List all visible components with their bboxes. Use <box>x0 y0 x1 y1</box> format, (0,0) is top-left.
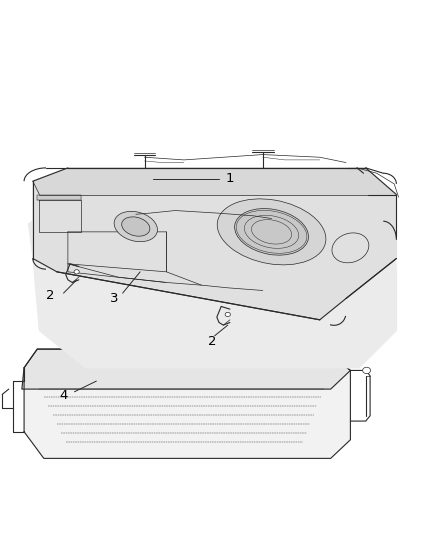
Ellipse shape <box>225 312 230 317</box>
Text: 4: 4 <box>59 389 68 402</box>
Ellipse shape <box>122 217 150 236</box>
Polygon shape <box>28 197 396 368</box>
Text: 2: 2 <box>208 335 217 348</box>
Polygon shape <box>33 168 396 195</box>
Text: 1: 1 <box>226 172 234 185</box>
Text: 2: 2 <box>46 289 55 302</box>
Polygon shape <box>24 349 350 458</box>
Ellipse shape <box>74 270 79 274</box>
Polygon shape <box>22 349 350 389</box>
Ellipse shape <box>114 212 157 241</box>
Polygon shape <box>33 181 396 320</box>
Polygon shape <box>37 195 81 200</box>
Ellipse shape <box>363 367 371 374</box>
Ellipse shape <box>217 199 326 265</box>
Text: 3: 3 <box>110 292 118 305</box>
Ellipse shape <box>235 208 308 255</box>
